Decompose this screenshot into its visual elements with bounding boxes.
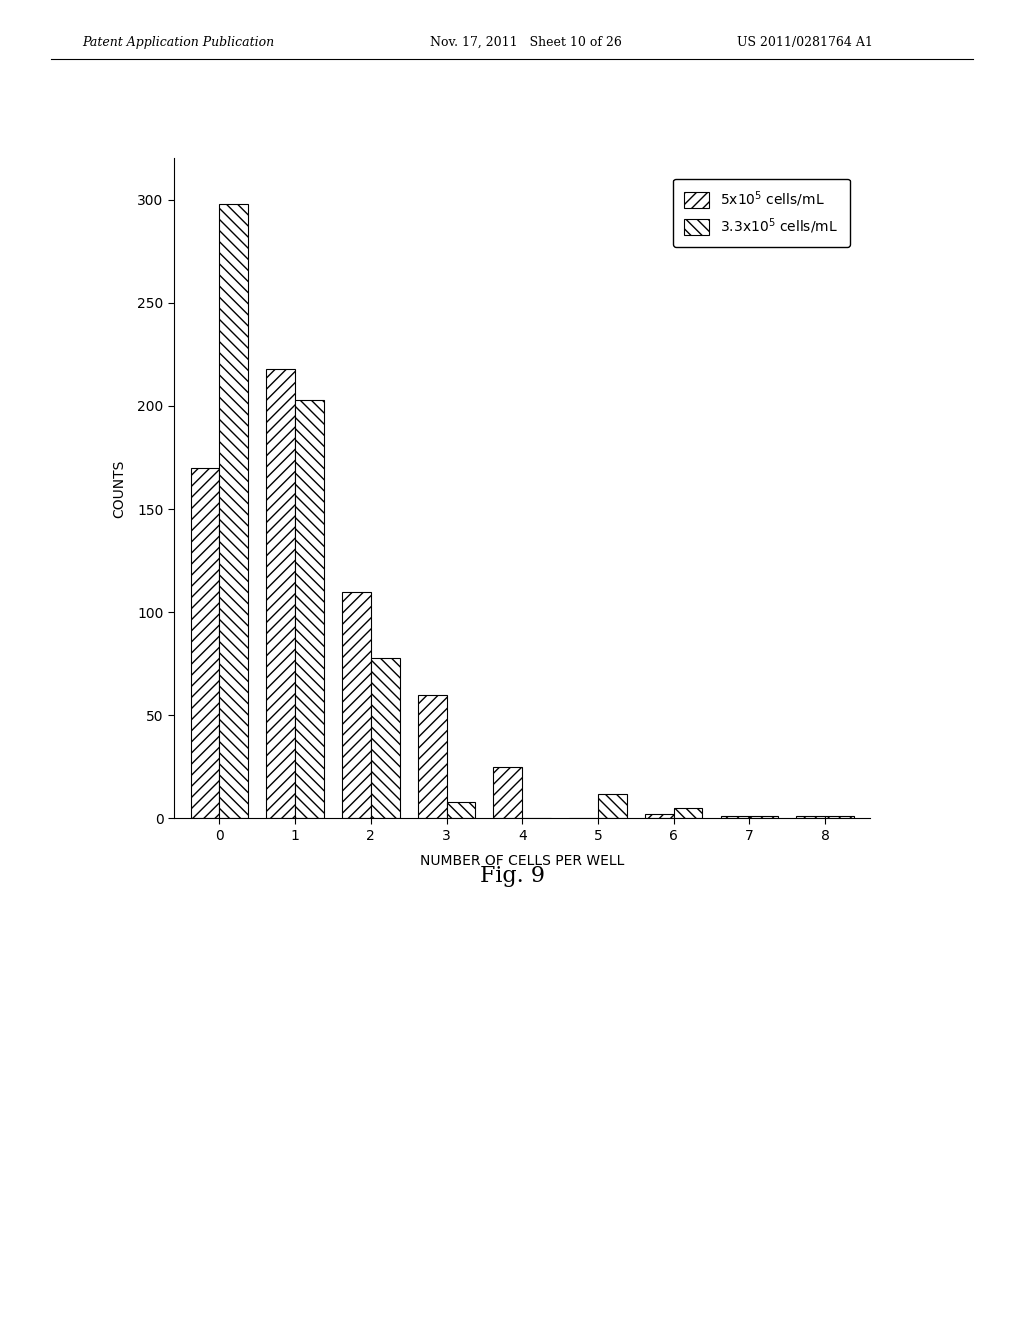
Text: US 2011/0281764 A1: US 2011/0281764 A1	[737, 36, 873, 49]
Bar	[494, 767, 522, 818]
Text: Patent Application Publication: Patent Application Publication	[82, 36, 274, 49]
Bar	[674, 808, 702, 818]
Text: Fig. 9: Fig. 9	[479, 865, 545, 887]
Bar	[797, 816, 825, 818]
Bar	[219, 203, 248, 818]
Y-axis label: COUNTS: COUNTS	[113, 459, 126, 517]
Bar	[295, 400, 324, 818]
X-axis label: NUMBER OF CELLS PER WELL: NUMBER OF CELLS PER WELL	[420, 854, 625, 869]
Bar	[598, 793, 627, 818]
Bar	[825, 816, 854, 818]
Bar	[190, 467, 219, 818]
Text: Nov. 17, 2011   Sheet 10 of 26: Nov. 17, 2011 Sheet 10 of 26	[430, 36, 622, 49]
Bar	[266, 368, 295, 818]
Legend: 5x10$^5$ cells/mL, 3.3x10$^5$ cells/mL: 5x10$^5$ cells/mL, 3.3x10$^5$ cells/mL	[673, 178, 850, 247]
Bar	[418, 694, 446, 818]
Bar	[645, 814, 674, 818]
Bar	[446, 801, 475, 818]
Bar	[721, 816, 750, 818]
Bar	[750, 816, 778, 818]
Bar	[371, 657, 399, 818]
Bar	[342, 591, 371, 818]
